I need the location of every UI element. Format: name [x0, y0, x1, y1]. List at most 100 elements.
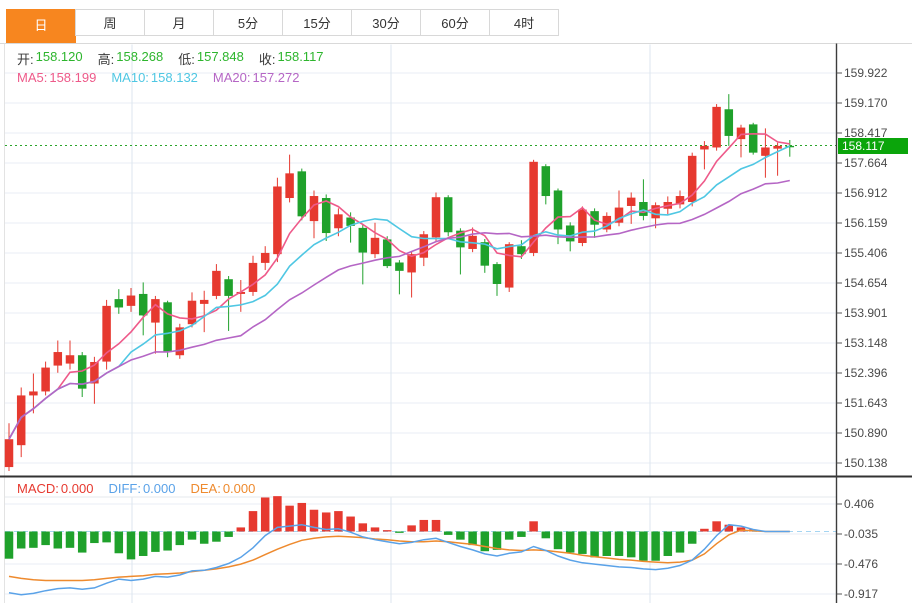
- macd-value: 0.000: [60, 481, 94, 496]
- candle[interactable]: [785, 139, 795, 157]
- candle[interactable]: [114, 289, 124, 314]
- dea-value: 0.000: [222, 481, 256, 496]
- price-axis-label: 151.643: [844, 396, 888, 410]
- candle[interactable]: [395, 260, 404, 295]
- high-value: 158.268: [116, 49, 164, 64]
- candle[interactable]: [175, 323, 185, 359]
- tab-30min[interactable]: 30分: [351, 9, 421, 36]
- candle[interactable]: [297, 168, 307, 221]
- low-readout: 低: 157.848: [178, 49, 244, 68]
- current-price-tag: 158.117: [838, 138, 908, 154]
- candle[interactable]: [309, 190, 319, 239]
- macd-readout: MACD: 0.000: [17, 481, 93, 496]
- candle[interactable]: [199, 290, 209, 333]
- low-label: 低:: [178, 52, 195, 67]
- low-value: 157.848: [196, 49, 244, 64]
- tab-5min[interactable]: 5分: [213, 9, 283, 36]
- candle[interactable]: [102, 299, 111, 370]
- candle[interactable]: [358, 224, 368, 285]
- candle[interactable]: [602, 212, 612, 233]
- candle[interactable]: [504, 242, 514, 292]
- candle[interactable]: [41, 361, 50, 396]
- tab-60min[interactable]: 60分: [420, 9, 490, 36]
- candle[interactable]: [773, 142, 782, 176]
- tab-4hour[interactable]: 4时: [489, 9, 559, 36]
- tab-month[interactable]: 月: [144, 9, 214, 36]
- candle[interactable]: [724, 94, 734, 146]
- high-readout: 高: 158.268: [98, 49, 164, 68]
- candle[interactable]: [187, 292, 197, 328]
- dea-line: [8, 529, 790, 582]
- ma5-line: [8, 132, 790, 440]
- macd-axis-label: -0.917: [844, 587, 879, 601]
- open-value: 158.120: [35, 49, 83, 64]
- candle[interactable]: [590, 208, 599, 238]
- ma-info-row: MA5: 158.199 MA10: 158.132 MA20: 157.272: [17, 70, 300, 85]
- candle[interactable]: [431, 192, 441, 243]
- tab-day[interactable]: 日: [6, 9, 76, 43]
- candle[interactable]: [651, 202, 660, 229]
- candle[interactable]: [273, 177, 282, 263]
- candle[interactable]: [578, 206, 587, 247]
- candle[interactable]: [285, 154, 294, 203]
- candle[interactable]: [16, 387, 26, 458]
- tab-15min[interactable]: 15分: [282, 9, 352, 36]
- open-readout: 开: 158.120: [17, 49, 83, 68]
- tab-week[interactable]: 周: [75, 9, 145, 36]
- candle[interactable]: [53, 340, 63, 373]
- candle[interactable]: [260, 246, 270, 271]
- candle[interactable]: [675, 190, 685, 209]
- candle[interactable]: [321, 194, 331, 242]
- candle[interactable]: [492, 262, 502, 296]
- candle[interactable]: [236, 280, 246, 312]
- price-axis-label: 157.664: [844, 156, 888, 170]
- price-axis-label: 156.159: [844, 216, 888, 230]
- candle[interactable]: [529, 159, 538, 257]
- candle[interactable]: [712, 104, 721, 151]
- panel-borders: [0, 43, 912, 603]
- open-label: 开:: [17, 52, 34, 67]
- candle[interactable]: [65, 340, 75, 370]
- price-axis-label: 156.912: [844, 186, 888, 200]
- candle[interactable]: [77, 352, 87, 398]
- candle[interactable]: [370, 222, 380, 259]
- price-axis-label: 154.654: [844, 276, 888, 290]
- price-axis-label: 152.396: [844, 366, 888, 380]
- candle[interactable]: [761, 128, 770, 178]
- high-label: 高:: [97, 52, 115, 67]
- diff-line: [8, 523, 790, 596]
- candle[interactable]: [748, 122, 758, 155]
- candle[interactable]: [382, 236, 392, 269]
- candle[interactable]: [700, 141, 709, 170]
- period-tab-bar: 日周月 5分 15分 30分 60分 4时: [6, 9, 559, 43]
- macd-axis-label: -0.035: [844, 527, 879, 541]
- candle[interactable]: [212, 264, 221, 300]
- candle[interactable]: [541, 164, 551, 205]
- price-axis-label: 158.417: [844, 126, 888, 140]
- candle[interactable]: [456, 228, 465, 275]
- ma10-readout: MA10: 158.132: [111, 70, 198, 85]
- candle[interactable]: [736, 124, 746, 158]
- diff-label: DIFF:: [108, 481, 141, 496]
- close-readout: 收: 158.117: [259, 49, 324, 68]
- price-axis-label: 153.148: [844, 336, 888, 350]
- gridlines: [5, 44, 836, 603]
- candle[interactable]: [626, 192, 636, 224]
- axis-border: [835, 43, 842, 603]
- candle[interactable]: [443, 195, 453, 237]
- ma20-line: [8, 179, 790, 440]
- candle[interactable]: [163, 300, 172, 358]
- candle[interactable]: [29, 373, 38, 414]
- candle[interactable]: [248, 255, 258, 296]
- candle[interactable]: [126, 287, 136, 312]
- candle[interactable]: [138, 282, 148, 336]
- candle[interactable]: [687, 152, 697, 207]
- ma10-value: 158.132: [150, 70, 198, 85]
- price-axis-label: 150.138: [844, 456, 888, 470]
- candle[interactable]: [224, 276, 233, 331]
- dea-label: DEA:: [190, 481, 221, 496]
- candle[interactable]: [639, 179, 648, 221]
- candle[interactable]: [4, 423, 14, 472]
- candle[interactable]: [407, 250, 416, 298]
